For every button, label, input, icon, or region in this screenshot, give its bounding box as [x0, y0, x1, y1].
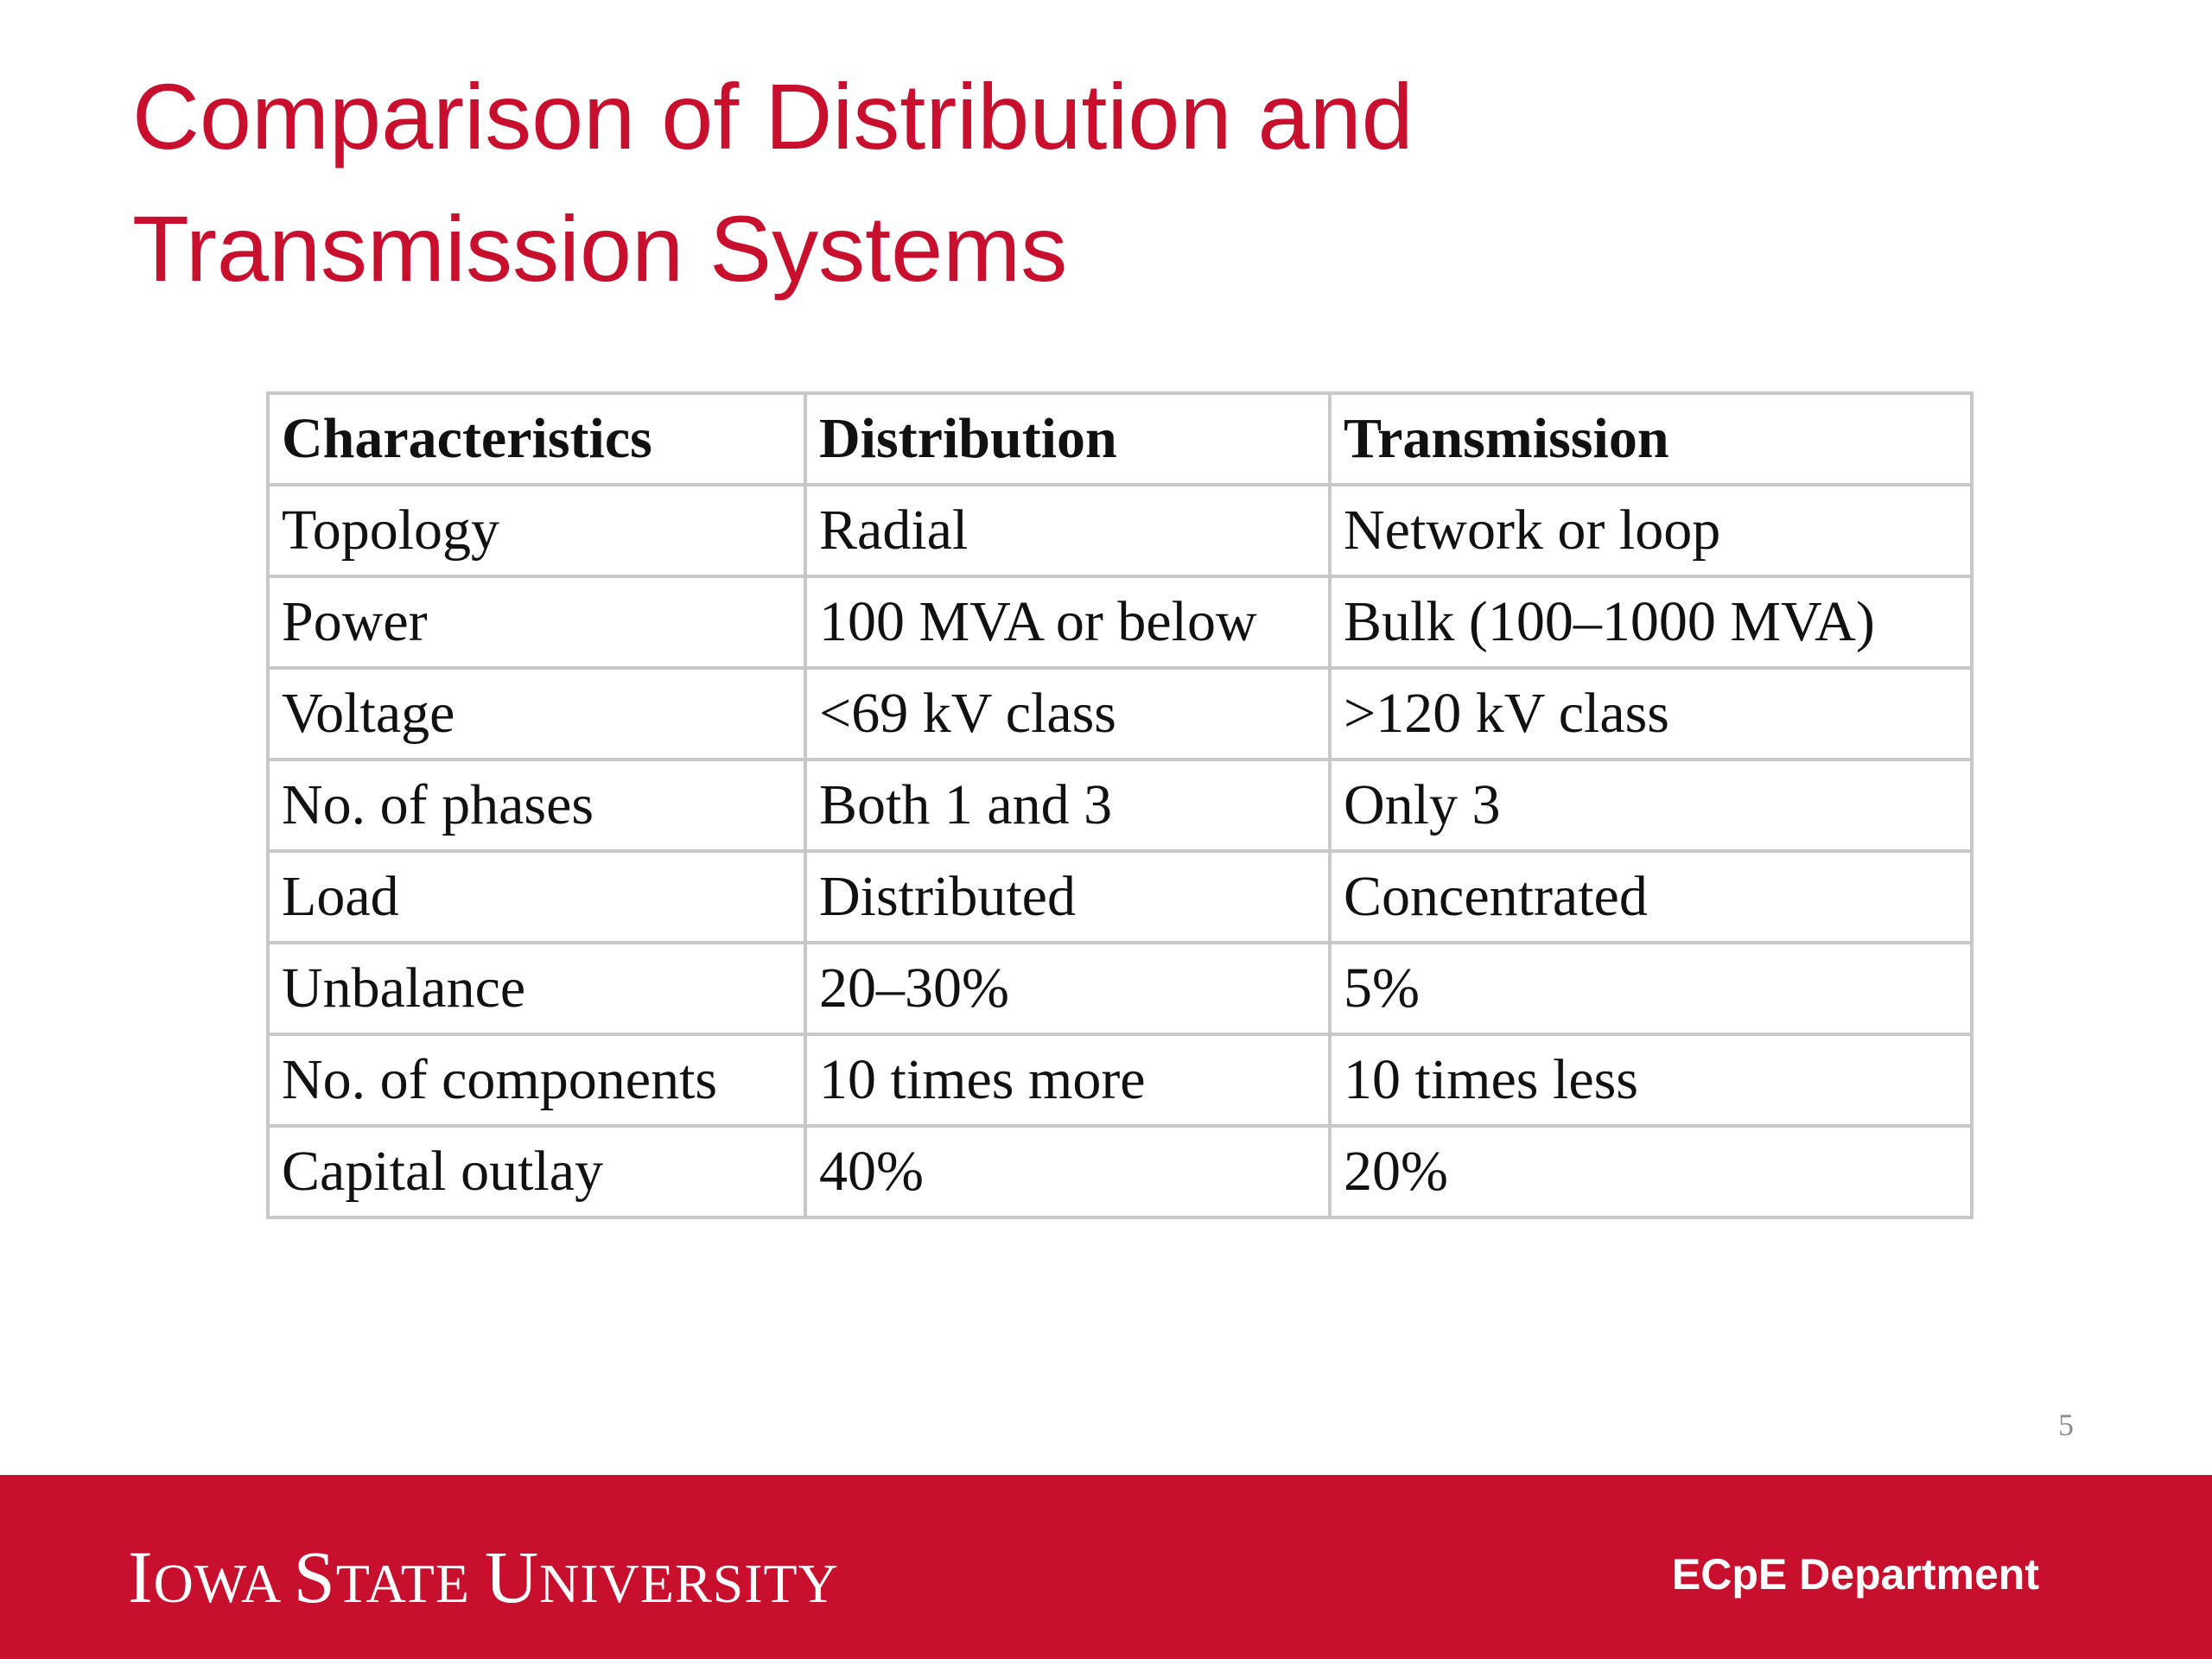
- cell-distribution: 100 MVA or below: [804, 575, 1332, 670]
- slide-title-line-1: Comparison of Distribution and: [132, 64, 1414, 168]
- cell-characteristic: Load: [266, 849, 807, 944]
- comparison-table-container: Characteristics Distribution Transmissio…: [266, 391, 1974, 1219]
- cell-characteristic: Topology: [266, 483, 807, 578]
- cell-characteristic: Voltage: [266, 666, 807, 761]
- cell-transmission: Concentrated: [1328, 849, 1974, 944]
- cell-distribution: 20–30%: [804, 941, 1332, 1036]
- table-row: Power 100 MVA or below Bulk (100–1000 MV…: [266, 575, 1974, 670]
- cell-distribution: 40%: [804, 1124, 1332, 1219]
- table-row: Topology Radial Network or loop: [266, 483, 1974, 578]
- comparison-table: Characteristics Distribution Transmissio…: [266, 391, 1974, 1219]
- cell-transmission: Only 3: [1328, 758, 1974, 853]
- cell-characteristic: Capital outlay: [266, 1124, 807, 1219]
- header-distribution: Distribution: [804, 391, 1332, 486]
- cell-transmission: Network or loop: [1328, 483, 1974, 578]
- university-logo: IOWA STATE UNIVERSITY: [128, 1535, 839, 1618]
- cell-characteristic: Unbalance: [266, 941, 807, 1036]
- cell-transmission: 10 times less: [1328, 1033, 1974, 1128]
- department-label: ECpE Department: [1671, 1550, 2039, 1599]
- cell-distribution: Distributed: [804, 849, 1332, 944]
- cell-transmission: Bulk (100–1000 MVA): [1328, 575, 1974, 670]
- table-row: Voltage <69 kV class >120 kV class: [266, 666, 1974, 761]
- table-row: Load Distributed Concentrated: [266, 849, 1974, 944]
- cell-distribution: Radial: [804, 483, 1332, 578]
- table-row: Capital outlay 40% 20%: [266, 1124, 1974, 1219]
- slide-title-line-2: Transmission Systems: [132, 196, 1068, 301]
- page-number: 5: [2058, 1408, 2074, 1442]
- table-header-row: Characteristics Distribution Transmissio…: [266, 391, 1974, 486]
- cell-transmission: 5%: [1328, 941, 1974, 1036]
- cell-characteristic: No. of phases: [266, 758, 807, 853]
- cell-distribution: <69 kV class: [804, 666, 1332, 761]
- cell-characteristic: No. of components: [266, 1033, 807, 1128]
- cell-characteristic: Power: [266, 575, 807, 670]
- footer-bar: IOWA STATE UNIVERSITY ECpE Department: [0, 1475, 2212, 1659]
- header-transmission: Transmission: [1328, 391, 1974, 486]
- table-row: No. of components 10 times more 10 times…: [266, 1033, 1974, 1128]
- header-characteristics: Characteristics: [266, 391, 807, 486]
- cell-transmission: >120 kV class: [1328, 666, 1974, 761]
- table-row: No. of phases Both 1 and 3 Only 3: [266, 758, 1974, 853]
- cell-distribution: Both 1 and 3: [804, 758, 1332, 853]
- cell-distribution: 10 times more: [804, 1033, 1332, 1128]
- slide-title: Comparison of Distribution and Transmiss…: [132, 50, 1774, 315]
- cell-transmission: 20%: [1328, 1124, 1974, 1219]
- table-row: Unbalance 20–30% 5%: [266, 941, 1974, 1036]
